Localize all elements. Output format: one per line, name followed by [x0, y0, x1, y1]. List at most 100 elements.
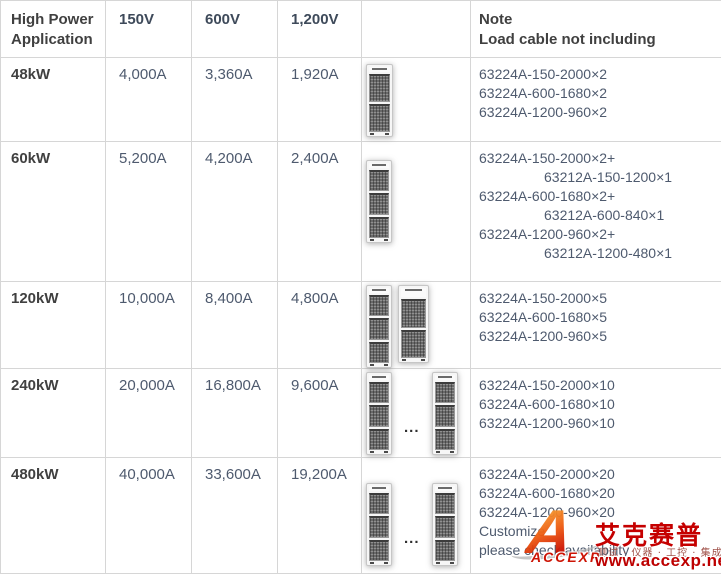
- header-600v: 600V: [192, 1, 278, 58]
- rack-top-vent: [401, 288, 426, 297]
- note-model-line: 63212A-150-1200×1: [544, 168, 721, 187]
- rack-module: [435, 516, 455, 537]
- note-model-line: 63224A-150-2000×20: [479, 465, 721, 484]
- rack-image-group: [366, 282, 470, 368]
- rack-module: [369, 104, 390, 132]
- current-600v-cell: 8,400A: [192, 282, 278, 369]
- header-note: Note Load cable not including: [471, 1, 721, 58]
- rack-module: [435, 493, 455, 514]
- rack-module: [435, 382, 455, 403]
- header-150v: 150V: [106, 1, 192, 58]
- equipment-rack-image: [366, 483, 392, 566]
- rack-top-vent: [369, 67, 390, 72]
- note-model-line: 63224A-1200-960×2: [479, 103, 721, 122]
- note-model-line: 63224A-1200-960×5: [479, 327, 721, 346]
- current-1200v-cell: 1,920A: [278, 58, 362, 142]
- rack-top-vent: [369, 163, 389, 168]
- rack-image-cell: [362, 58, 471, 142]
- current-1200v-cell: 4,800A: [278, 282, 362, 369]
- current-600v-cell: 33,600A: [192, 458, 278, 574]
- note-model-line: 63212A-600-840×1: [544, 206, 721, 225]
- current-600v-cell: 16,800A: [192, 369, 278, 458]
- ellipsis-text: ...: [404, 419, 420, 436]
- current-1200v-cell: 2,400A: [278, 142, 362, 282]
- equipment-rack-image: [366, 285, 392, 368]
- note-model-line: 63224A-1200-960×2+: [479, 225, 721, 244]
- equipment-rack-image: [432, 483, 458, 566]
- table-header-row: High Power Application 150V 600V 1,200V …: [1, 1, 721, 58]
- ellipsis-text: ...: [404, 530, 420, 547]
- rack-module: [369, 170, 389, 191]
- current-1200v-cell: 19,200A: [278, 458, 362, 574]
- rack-module: [435, 540, 455, 561]
- rack-module: [369, 382, 389, 403]
- note-model-line: 63224A-600-1680×20: [479, 484, 721, 503]
- rack-top-vent: [369, 486, 389, 491]
- current-1200v-cell: 9,600A: [278, 369, 362, 458]
- rack-top-vent: [369, 375, 389, 380]
- rack-module: [435, 429, 455, 450]
- header-1200v: 1,200V: [278, 1, 362, 58]
- rack-module: [401, 299, 426, 328]
- current-150v-cell: 40,000A: [106, 458, 192, 574]
- header-image-column: [362, 1, 471, 58]
- current-600v-cell: 3,360A: [192, 58, 278, 142]
- note-model-line: Customize: [479, 522, 721, 541]
- equipment-rack-image: [366, 160, 392, 243]
- note-model-line: 63224A-600-1680×10: [479, 395, 721, 414]
- current-150v-cell: 5,200A: [106, 142, 192, 282]
- rack-module: [369, 493, 389, 514]
- rack-module: [369, 405, 389, 426]
- note-model-line: 63224A-1200-960×10: [479, 414, 721, 433]
- rack-top-vent: [369, 288, 389, 293]
- rack-module: [401, 330, 426, 359]
- note-model-line: please check availability: [479, 541, 721, 560]
- note-subtitle: Load cable not including: [479, 30, 717, 50]
- equipment-rack-image: [366, 372, 392, 455]
- note-title: Note: [479, 10, 717, 30]
- power-rating-cell: 48kW: [1, 58, 106, 142]
- equipment-rack-image: [432, 372, 458, 455]
- note-model-line: 63224A-600-1680×5: [479, 308, 721, 327]
- current-150v-cell: 10,000A: [106, 282, 192, 369]
- rack-image-cell: [362, 142, 471, 282]
- rack-top-vent: [435, 486, 455, 491]
- rack-image-cell: ...: [362, 369, 471, 458]
- note-model-line: 63224A-600-1680×2: [479, 84, 721, 103]
- rack-module: [369, 295, 389, 316]
- rack-module: [369, 193, 389, 214]
- equipment-rack-image: [398, 285, 429, 363]
- power-rating-cell: 120kW: [1, 282, 106, 369]
- note-model-line: 63224A-150-2000×10: [479, 376, 721, 395]
- rack-image-group: [366, 58, 470, 137]
- rack-image-group: ...: [366, 369, 470, 455]
- rack-module: [369, 74, 390, 102]
- rack-image-group: ...: [366, 458, 470, 566]
- rack-image-group: [366, 142, 470, 243]
- current-150v-cell: 20,000A: [106, 369, 192, 458]
- note-model-line: 63224A-150-2000×2: [479, 65, 721, 84]
- rack-image-cell: ...: [362, 458, 471, 574]
- equipment-rack-image: [366, 64, 393, 137]
- note-model-line: 63224A-150-2000×5: [479, 289, 721, 308]
- rack-top-vent: [435, 375, 455, 380]
- current-150v-cell: 4,000A: [106, 58, 192, 142]
- power-rating-cell: 240kW: [1, 369, 106, 458]
- header-application: High Power Application: [1, 1, 106, 58]
- note-model-line: 63212A-1200-480×1: [544, 244, 721, 263]
- rack-module: [369, 429, 389, 450]
- rack-module: [435, 405, 455, 426]
- note-model-line: 63224A-600-1680×2+: [479, 187, 721, 206]
